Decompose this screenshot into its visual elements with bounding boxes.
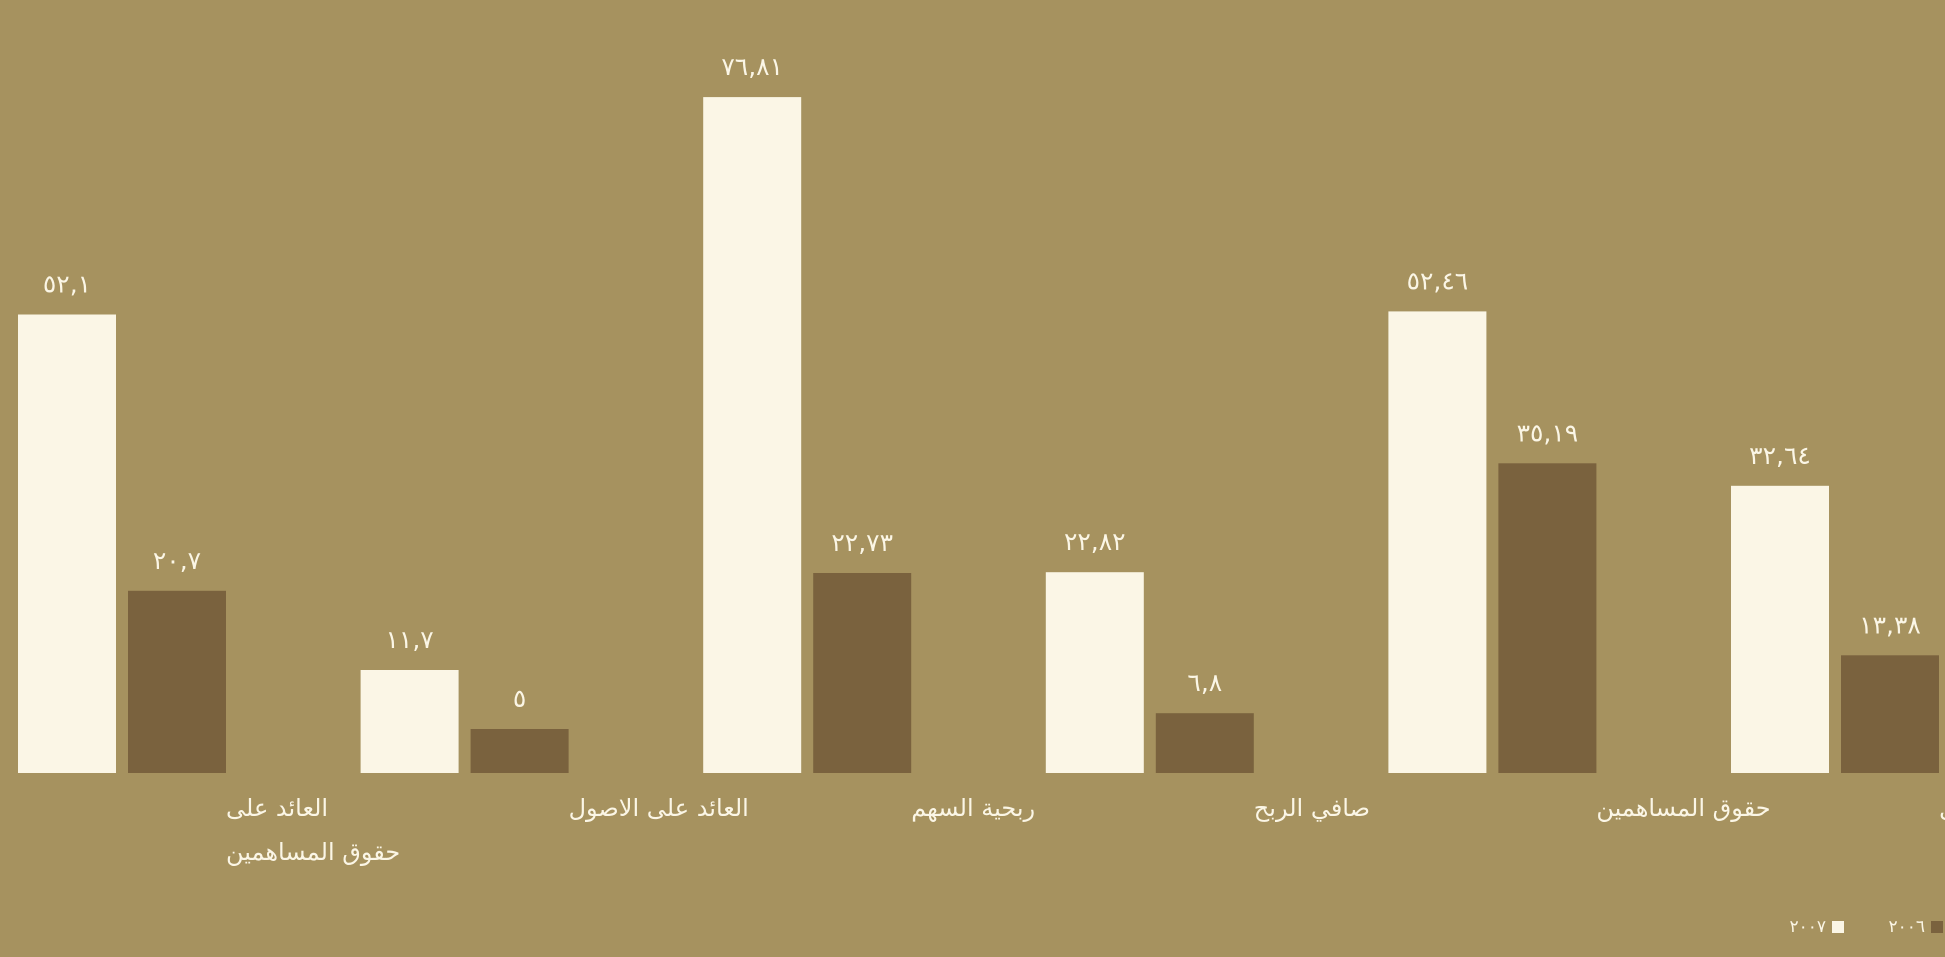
- data-label: ٣٢,٦٤: [1749, 441, 1811, 470]
- data-label: ٢٢,٧٣: [831, 528, 893, 557]
- bar-series-a-0: [18, 314, 116, 773]
- bar-series-a-2: [703, 97, 802, 774]
- legend-label: ٢٠٠٧: [1789, 917, 1826, 937]
- bar-series-b-4: [1498, 463, 1597, 773]
- data-label: ٣٥,١٩: [1517, 418, 1579, 447]
- data-label: ٥٢,١: [43, 270, 91, 299]
- bar-series-b-3: [1155, 713, 1254, 773]
- data-label: ١٣,٣٨: [1859, 610, 1921, 639]
- category-label: حقوق المساهمين: [226, 838, 400, 866]
- data-label: ١١,٧: [385, 625, 433, 654]
- category-label: العائد على الاصول: [569, 794, 749, 822]
- data-label: ٦,٨: [1187, 668, 1222, 697]
- legend-swatch-light: [1832, 921, 1844, 933]
- bar-series-a-3: [1045, 572, 1144, 773]
- data-label: ٢٠,٧: [153, 546, 201, 575]
- bar-series-a-5: [1731, 485, 1829, 773]
- bar-series-b-2: [813, 573, 912, 773]
- bar-series-b-5: [1841, 655, 1939, 773]
- data-label: ٥٢,٤٦: [1407, 266, 1469, 295]
- bar-series-a-4: [1388, 311, 1487, 773]
- category-label: حقوق المساهمين: [1596, 794, 1770, 822]
- category-label: ربحية السهم: [911, 794, 1035, 822]
- category-label: صافي الربح: [1254, 794, 1370, 822]
- data-label: ٧٦,٨١: [721, 52, 783, 81]
- category-label: مجموع الاصول: [1939, 794, 1945, 822]
- bar-series-a-1: [360, 670, 459, 773]
- bar-series-b-1: [470, 729, 569, 773]
- legend-swatch-dark: [1931, 921, 1943, 933]
- category-label: العائد على: [226, 794, 328, 822]
- bar-series-b-0: [128, 590, 226, 773]
- legend-label: ٢٠٠٦: [1888, 917, 1925, 937]
- data-label: ٢٢,٨٢: [1064, 527, 1126, 556]
- data-label: ٥: [513, 684, 526, 713]
